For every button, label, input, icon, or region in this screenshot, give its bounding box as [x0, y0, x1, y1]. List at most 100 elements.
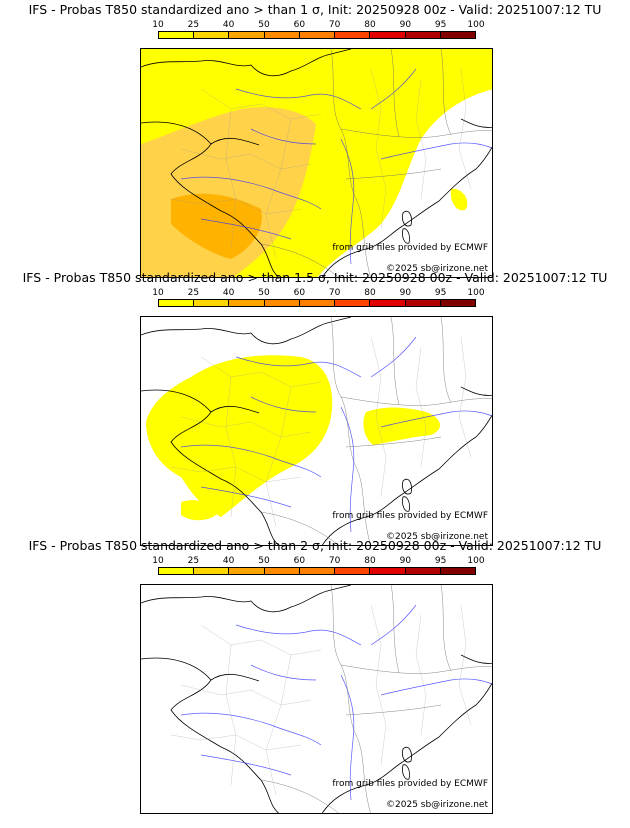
- scale-label: 95: [434, 20, 447, 30]
- probability-fill: [141, 49, 492, 277]
- rivers: [180, 336, 492, 533]
- scale-color-cell: [405, 300, 441, 306]
- scale-label: 50: [258, 20, 270, 30]
- map-panel-2: IFS - Probas T850 standardized ano > tha…: [0, 268, 630, 546]
- scale-label: 10: [152, 556, 164, 566]
- scale-label: 90: [399, 288, 412, 298]
- map-panel-1: IFS - Probas T850 standardized ano > tha…: [0, 0, 630, 278]
- scale-label: 80: [364, 20, 376, 30]
- map-canvas: [141, 49, 492, 277]
- scale-labels: 10 25 40 50 60 70 80 90 95 100: [152, 288, 484, 298]
- scale-label: 40: [222, 20, 235, 30]
- admin-subdivisions: [170, 336, 472, 528]
- admin-subdivisions: [170, 604, 472, 796]
- scale-bar: [158, 31, 476, 39]
- probability-area: [181, 500, 216, 521]
- scale-label: 100: [467, 556, 485, 566]
- scale-label: 100: [467, 20, 485, 30]
- scale-label: 80: [364, 288, 376, 298]
- copyright-credit: ©2025 sb@irizone.net: [386, 800, 488, 810]
- europe-map: from grib files provided by ECMWF ©2025 …: [140, 584, 493, 814]
- map-canvas: [141, 317, 492, 545]
- scale-label: 60: [293, 556, 306, 566]
- scale-label: 40: [222, 288, 235, 298]
- scale-color-cell: [370, 32, 406, 38]
- panel-title: IFS - Probas T850 standardized ano > tha…: [28, 538, 602, 553]
- scale-color-cell: [159, 300, 195, 306]
- data-source-credit: from grib files provided by ECMWF: [332, 779, 488, 789]
- copyright-credit: ©2025 sb@irizone.net: [386, 264, 488, 274]
- scale-label: 25: [187, 556, 200, 566]
- probability-fill: [146, 355, 441, 521]
- scale-color-cell: [405, 568, 441, 574]
- probability-area: [171, 193, 262, 259]
- scale-label: 50: [258, 288, 270, 298]
- borders: [260, 585, 492, 813]
- scale-color-cell: [159, 32, 195, 38]
- scale-label: 90: [399, 556, 412, 566]
- scale-color-cell: [299, 300, 336, 306]
- scale-color-cell: [264, 32, 300, 38]
- probability-color-scale: 10 25 40 50 60 70 80 90 95 100: [152, 556, 485, 580]
- scale-label: 60: [293, 288, 306, 298]
- scale-label: 25: [187, 288, 200, 298]
- scale-color-cell: [335, 568, 371, 574]
- scale-color-cell: [440, 568, 475, 574]
- borders: [260, 49, 492, 277]
- scale-label: 10: [152, 288, 164, 298]
- scale-color-cell: [229, 568, 265, 574]
- probability-area: [363, 407, 441, 445]
- borders: [260, 317, 492, 545]
- europe-map: from grib files provided by ECMWF ©2025 …: [140, 48, 493, 278]
- probability-color-scale: 10 25 40 50 60 70 80 90 95 100: [152, 288, 485, 312]
- scale-color-cell: [405, 32, 441, 38]
- panel-title: IFS - Probas T850 standardized ano > tha…: [28, 2, 602, 17]
- scale-bar: [158, 299, 476, 307]
- scale-color-cell: [194, 568, 230, 574]
- scale-color-cell: [229, 300, 265, 306]
- scale-color-cell: [370, 568, 406, 574]
- scale-color-cell: [194, 32, 230, 38]
- scale-color-cell: [229, 32, 265, 38]
- map-canvas: [141, 585, 492, 813]
- scale-color-cell: [335, 32, 371, 38]
- scale-label: 95: [434, 556, 447, 566]
- rivers: [180, 68, 492, 265]
- scale-label: 100: [467, 288, 485, 298]
- scale-bar: [158, 567, 476, 575]
- scale-label: 10: [152, 20, 164, 30]
- coastlines: [141, 317, 492, 545]
- map-panel-3: IFS - Probas T850 standardized ano > tha…: [0, 536, 630, 814]
- scale-color-cell: [264, 300, 300, 306]
- scale-color-cell: [264, 568, 300, 574]
- rivers: [180, 604, 492, 801]
- scale-color-cell: [159, 568, 195, 574]
- scale-color-cell: [299, 568, 336, 574]
- scale-label: 70: [328, 288, 341, 298]
- scale-labels: 10 25 40 50 60 70 80 90 95 100: [152, 20, 484, 30]
- scale-labels: 10 25 40 50 60 70 80 90 95 100: [152, 556, 484, 566]
- scale-label: 40: [222, 556, 235, 566]
- scale-label: 50: [258, 556, 270, 566]
- scale-label: 95: [434, 288, 447, 298]
- data-source-credit: from grib files provided by ECMWF: [332, 511, 488, 521]
- admin-subdivisions: [170, 68, 472, 260]
- scale-label: 80: [364, 556, 376, 566]
- scale-label: 70: [328, 20, 341, 30]
- scale-label: 25: [187, 20, 200, 30]
- scale-label: 60: [293, 20, 306, 30]
- scale-color-cell: [335, 300, 371, 306]
- europe-map: from grib files provided by ECMWF ©2025 …: [140, 316, 493, 546]
- scale-label: 90: [399, 20, 412, 30]
- data-source-credit: from grib files provided by ECMWF: [332, 243, 488, 253]
- coastlines: [141, 585, 492, 813]
- scale-color-cell: [299, 32, 336, 38]
- scale-color-cell: [370, 300, 406, 306]
- scale-color-cell: [440, 32, 475, 38]
- probability-area: [450, 188, 468, 211]
- probability-area: [146, 355, 333, 517]
- scale-color-cell: [440, 300, 475, 306]
- scale-color-cell: [194, 300, 230, 306]
- panel-title: IFS - Probas T850 standardized ano > tha…: [22, 270, 608, 285]
- scale-label: 70: [328, 556, 341, 566]
